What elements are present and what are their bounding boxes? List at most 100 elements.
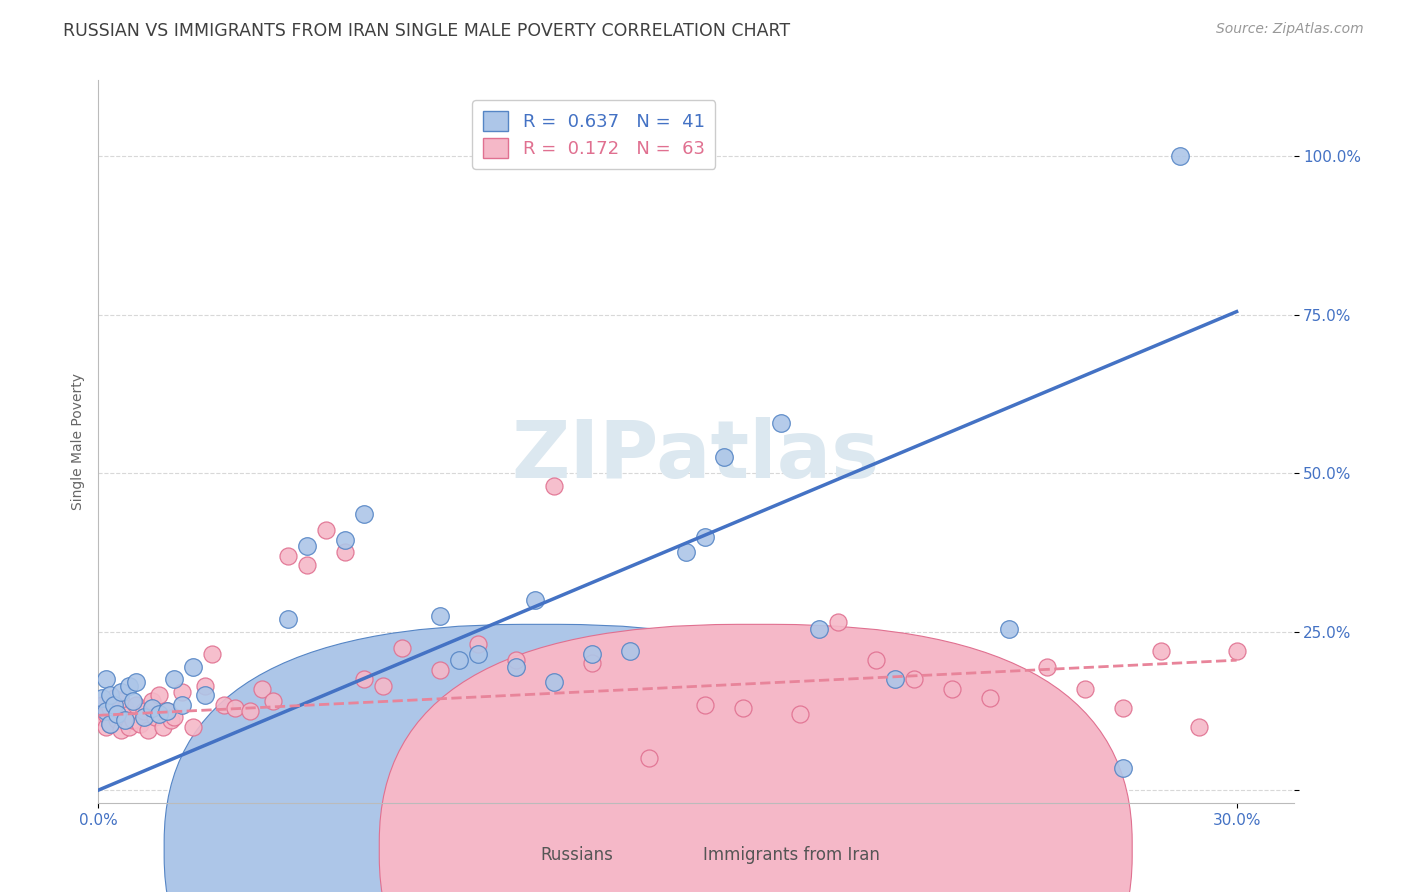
- Point: [98, 700, 121, 714]
- Point: [118, 707, 141, 722]
- Point: [581, 657, 603, 671]
- Point: [129, 716, 152, 731]
- Point: [295, 539, 318, 553]
- Text: RUSSIAN VS IMMIGRANTS FROM IRAN SINGLE MALE POVERTY CORRELATION CHART: RUSSIAN VS IMMIGRANTS FROM IRAN SINGLE M…: [63, 22, 790, 40]
- Point: [695, 698, 717, 712]
- Point: [315, 523, 337, 537]
- Point: [467, 637, 489, 651]
- Text: Russians: Russians: [540, 847, 613, 864]
- Point: [543, 675, 565, 690]
- Point: [789, 707, 811, 722]
- Point: [1112, 761, 1135, 775]
- Point: [979, 691, 1001, 706]
- Point: [353, 672, 375, 686]
- Point: [1036, 659, 1059, 673]
- Point: [121, 714, 143, 728]
- Point: [1188, 720, 1211, 734]
- Point: [118, 679, 141, 693]
- Point: [110, 694, 132, 708]
- Point: [141, 694, 163, 708]
- Point: [114, 710, 136, 724]
- Point: [447, 653, 470, 667]
- Legend: R =  0.637   N =  41, R =  0.172   N =  63: R = 0.637 N = 41, R = 0.172 N = 63: [472, 100, 716, 169]
- Point: [91, 710, 114, 724]
- Point: [170, 685, 193, 699]
- Point: [675, 545, 697, 559]
- Point: [141, 700, 163, 714]
- Point: [505, 659, 527, 673]
- Point: [98, 716, 121, 731]
- Point: [105, 714, 128, 728]
- Point: [94, 707, 117, 722]
- Point: [148, 688, 170, 702]
- Point: [163, 710, 186, 724]
- Point: [170, 698, 193, 712]
- Point: [110, 723, 132, 737]
- Point: [94, 720, 117, 734]
- Point: [103, 691, 125, 706]
- Point: [505, 653, 527, 667]
- Point: [277, 549, 299, 563]
- Point: [1074, 681, 1097, 696]
- Point: [194, 688, 217, 702]
- Point: [163, 672, 186, 686]
- Point: [156, 704, 179, 718]
- Point: [159, 714, 181, 728]
- Point: [94, 704, 117, 718]
- Point: [201, 647, 224, 661]
- Text: Immigrants from Iran: Immigrants from Iran: [703, 847, 880, 864]
- Point: [156, 704, 179, 718]
- Point: [105, 707, 128, 722]
- Point: [250, 681, 273, 696]
- Point: [523, 593, 546, 607]
- Point: [136, 723, 159, 737]
- Point: [827, 615, 849, 630]
- Y-axis label: Single Male Poverty: Single Male Poverty: [70, 373, 84, 510]
- Point: [884, 672, 907, 686]
- Point: [114, 714, 136, 728]
- Point: [333, 533, 356, 547]
- Point: [132, 710, 155, 724]
- Point: [391, 640, 413, 655]
- Point: [181, 659, 204, 673]
- Point: [1226, 643, 1249, 657]
- FancyBboxPatch shape: [380, 624, 1132, 892]
- Point: [132, 704, 155, 718]
- Point: [125, 698, 148, 712]
- Point: [903, 672, 925, 686]
- Point: [865, 653, 887, 667]
- Point: [91, 691, 114, 706]
- Point: [333, 545, 356, 559]
- Point: [277, 612, 299, 626]
- Point: [94, 672, 117, 686]
- Point: [429, 663, 451, 677]
- Point: [103, 698, 125, 712]
- Point: [118, 720, 141, 734]
- Point: [143, 710, 166, 724]
- Point: [148, 707, 170, 722]
- Point: [125, 675, 148, 690]
- Point: [262, 694, 284, 708]
- Point: [543, 479, 565, 493]
- FancyBboxPatch shape: [165, 624, 917, 892]
- Point: [181, 720, 204, 734]
- Point: [619, 643, 641, 657]
- Point: [212, 698, 235, 712]
- Point: [770, 416, 793, 430]
- Point: [239, 704, 262, 718]
- Text: ZIPatlas: ZIPatlas: [512, 417, 880, 495]
- Point: [295, 558, 318, 573]
- Point: [581, 647, 603, 661]
- Point: [105, 704, 128, 718]
- Point: [371, 679, 394, 693]
- Point: [98, 716, 121, 731]
- Point: [152, 720, 174, 734]
- Point: [194, 679, 217, 693]
- Point: [637, 751, 659, 765]
- Point: [998, 622, 1021, 636]
- Text: Source: ZipAtlas.com: Source: ZipAtlas.com: [1216, 22, 1364, 37]
- Point: [733, 700, 755, 714]
- Point: [713, 450, 735, 465]
- Point: [114, 700, 136, 714]
- Point: [695, 530, 717, 544]
